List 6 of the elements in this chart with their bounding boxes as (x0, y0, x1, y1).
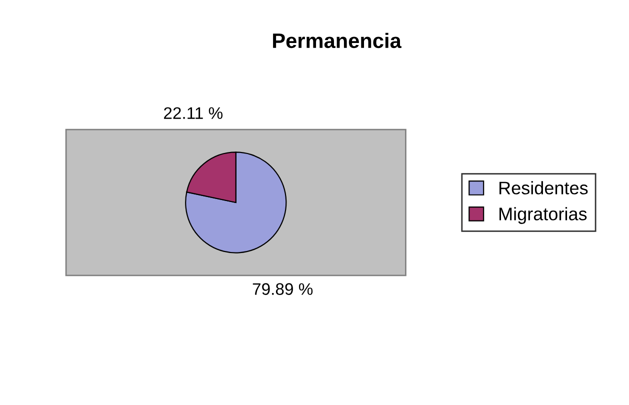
data-label: 22.11 % (164, 107, 223, 119)
legend-label: Residentes (500, 181, 588, 194)
data-label: 79.89 % (252, 283, 313, 295)
chart-title: Permanencia (273, 32, 402, 48)
pie-slice (185, 152, 287, 254)
legend-label: Migratorias (500, 207, 587, 224)
